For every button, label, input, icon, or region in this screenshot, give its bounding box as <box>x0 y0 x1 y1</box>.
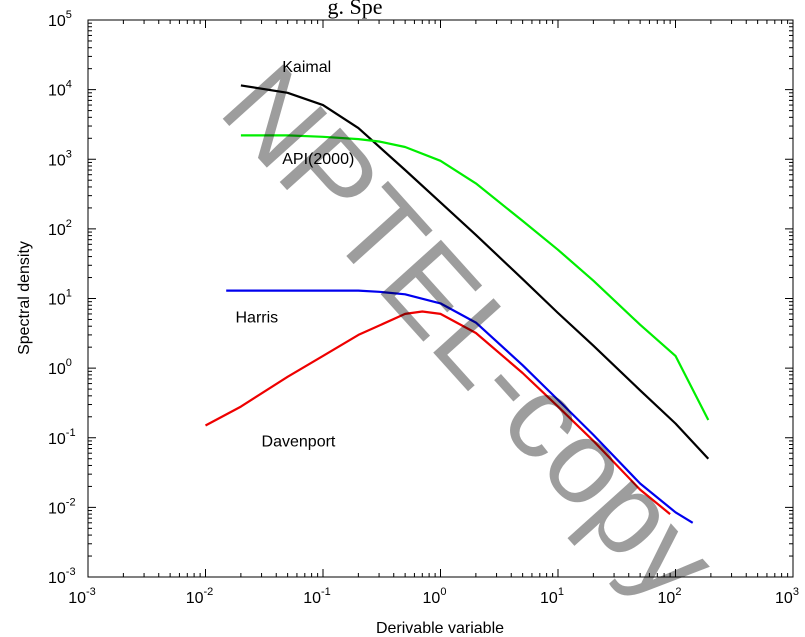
y-tick-label: 10-1 <box>48 427 76 448</box>
annotations-group: Kaimal API(2000) Harris Davenport <box>235 59 354 451</box>
y-tick-base: 10 <box>48 431 66 448</box>
y-tick-exponent: 5 <box>66 9 72 21</box>
watermark: NPTEL-copy <box>197 41 743 626</box>
y-tick-exponent: -3 <box>66 566 76 578</box>
y-tick-base: 10 <box>48 13 66 30</box>
x-tick-exponent: 3 <box>793 586 799 598</box>
x-tick-label: 10-3 <box>68 586 96 607</box>
x-tick-base: 10 <box>303 590 321 607</box>
y-tick-label: 10-3 <box>48 566 76 587</box>
y-tick-exponent: 4 <box>66 79 72 91</box>
y-tick-label: 103 <box>48 148 72 169</box>
y-tick-base: 10 <box>48 152 66 169</box>
y-tick-label: 10-2 <box>48 496 76 517</box>
x-tick-base: 10 <box>68 590 86 607</box>
x-tick-exponent: 2 <box>675 586 681 598</box>
y-tick-exponent: -2 <box>66 496 76 508</box>
y-tick-label: 105 <box>48 9 72 30</box>
x-tick-label: 101 <box>540 586 564 607</box>
x-tick-label: 102 <box>658 586 682 607</box>
x-tick-label: 10-1 <box>303 586 331 607</box>
x-tick-base: 10 <box>540 590 558 607</box>
y-axis-title: Spectral density <box>16 241 33 355</box>
x-tick-label: 100 <box>423 586 447 607</box>
x-tick-exponent: -3 <box>86 586 96 598</box>
x-tick-base: 10 <box>775 590 793 607</box>
y-tick-label: 101 <box>48 288 72 309</box>
y-tick-exponent: 1 <box>66 288 72 300</box>
tick-labels-group: 10-3 10-2 10-1 100 101 102 10310-310-210-11001… <box>48 9 799 607</box>
series-label-davenport: Davenport <box>262 433 336 450</box>
y-tick-base: 10 <box>48 83 66 100</box>
x-tick-label: 103 <box>775 586 799 607</box>
y-tick-exponent: 2 <box>66 218 72 230</box>
series-line-davenport <box>204 310 671 515</box>
x-tick-exponent: -1 <box>321 586 331 598</box>
y-tick-base: 10 <box>48 361 66 378</box>
x-tick-base: 10 <box>186 590 204 607</box>
series-group <box>204 84 710 524</box>
x-tick-exponent: 0 <box>440 586 446 598</box>
x-axis-title: Derivable variable <box>376 620 504 637</box>
x-tick-exponent: 1 <box>558 586 564 598</box>
series-label-api-2000: API(2000) <box>282 151 354 168</box>
series-line-kaimal <box>240 84 710 460</box>
x-tick-exponent: -2 <box>204 586 214 598</box>
y-tick-exponent: -1 <box>66 427 76 439</box>
y-tick-exponent: 0 <box>66 357 72 369</box>
chart-title: g. Spe <box>328 0 383 19</box>
y-tick-base: 10 <box>48 222 66 239</box>
y-tick-label: 100 <box>48 357 72 378</box>
y-tick-base: 10 <box>48 292 66 309</box>
ticks-group <box>87 19 794 578</box>
x-tick-label: 10-2 <box>186 586 214 607</box>
series-line-harris <box>226 289 694 524</box>
y-tick-base: 10 <box>48 500 66 517</box>
y-tick-base: 10 <box>48 570 66 587</box>
series-label-harris: Harris <box>235 310 278 327</box>
y-tick-label: 104 <box>48 79 72 100</box>
x-tick-base: 10 <box>658 590 676 607</box>
y-tick-label: 102 <box>48 218 72 239</box>
series-line-api-2000 <box>240 134 710 421</box>
y-tick-exponent: 3 <box>66 148 72 160</box>
x-tick-base: 10 <box>423 590 441 607</box>
series-label-kaimal: Kaimal <box>282 59 331 76</box>
